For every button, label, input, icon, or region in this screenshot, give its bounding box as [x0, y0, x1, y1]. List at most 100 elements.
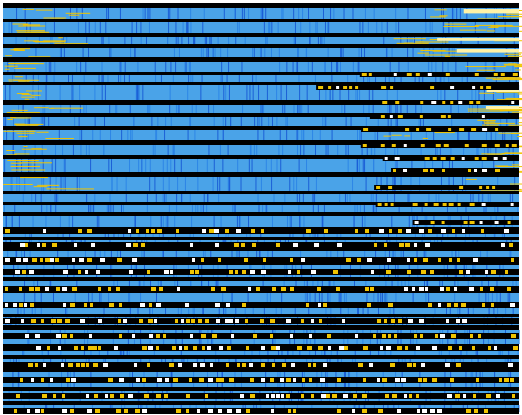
block-square: [244, 258, 248, 262]
blue-hatch: [127, 130, 129, 140]
blue-hatch: [500, 117, 502, 126]
block-square: [281, 394, 284, 398]
blue-hatch: [88, 48, 90, 57]
yellow-streak: [18, 136, 28, 138]
blue-hatch: [227, 177, 229, 191]
blue-hatch: [110, 205, 112, 212]
blue-hatch: [263, 105, 265, 113]
blue-hatch: [34, 307, 36, 314]
blue-hatch: [517, 205, 519, 212]
blue-hatch: [190, 8, 192, 19]
blue-hatch: [104, 85, 106, 100]
blue-hatch: [275, 75, 277, 82]
blue-hatch: [398, 205, 400, 212]
blue-hatch: [242, 105, 244, 113]
blue-hatch: [495, 130, 497, 140]
blue-hatch: [489, 194, 491, 202]
yellow-streak: [417, 52, 429, 54]
blue-hatch: [188, 251, 190, 260]
blue-hatch: [509, 194, 511, 202]
yellow-streak: [504, 64, 522, 66]
blue-hatch: [3, 130, 5, 140]
blue-hatch: [336, 62, 338, 72]
blue-hatch: [133, 117, 135, 126]
yellow-streak: [485, 77, 515, 79]
block-square: [205, 394, 208, 398]
blue-hatch: [67, 251, 69, 260]
blue-hatch: [309, 37, 311, 44]
block-square: [513, 346, 518, 350]
blue-hatch: [361, 145, 363, 155]
blue-hatch: [340, 307, 342, 314]
blue-hatch: [177, 177, 179, 191]
blue-hatch: [217, 37, 219, 44]
blue-hatch: [447, 62, 449, 72]
block-square: [236, 409, 241, 413]
block-square: [119, 378, 124, 382]
block-square: [191, 319, 195, 323]
blue-hatch: [301, 105, 303, 113]
blue-hatch: [191, 205, 193, 212]
block-square: [20, 378, 23, 382]
blue-hatch: [135, 85, 137, 100]
blue-hatch: [37, 281, 39, 289]
block-square: [159, 287, 163, 291]
block-square: [389, 115, 393, 118]
blue-hatch: [321, 281, 323, 289]
blue-hatch: [11, 22, 13, 33]
blue-hatch: [192, 75, 194, 82]
blue-hatch: [315, 177, 317, 191]
block-square: [271, 409, 274, 413]
block-square: [201, 258, 204, 262]
blue-hatch: [406, 105, 408, 113]
blue-hatch: [330, 307, 332, 314]
block-square: [428, 303, 432, 307]
yellow-streak: [14, 153, 30, 155]
blue-hatch: [137, 62, 139, 72]
block-square: [105, 394, 108, 398]
blue-hatch: [309, 293, 311, 303]
block-square: [270, 319, 275, 323]
blue-hatch: [517, 348, 519, 355]
blue-hatch: [475, 348, 477, 355]
yellow-streak: [24, 40, 39, 42]
blue-hatch: [345, 293, 347, 303]
yellow-streak: [37, 184, 59, 186]
blue-hatch: [170, 159, 172, 172]
block-square: [482, 128, 488, 131]
block-square: [156, 303, 161, 307]
blue-hatch: [493, 8, 495, 19]
blue-hatch: [131, 130, 133, 140]
blue-hatch: [492, 85, 494, 100]
blue-hatch: [363, 75, 365, 82]
yellow-streak: [497, 166, 522, 168]
block-square: [61, 363, 64, 367]
blue-hatch: [261, 117, 263, 126]
blue-hatch: [149, 8, 151, 19]
block-square: [74, 346, 78, 350]
blue-hatch: [201, 75, 203, 82]
blue-hatch: [52, 293, 54, 303]
blue-hatch: [208, 281, 210, 289]
blue-hatch: [188, 37, 190, 44]
blue-hatch: [435, 145, 437, 155]
blue-hatch: [29, 22, 31, 33]
block-square: [133, 243, 138, 247]
blue-hatch: [170, 117, 172, 126]
blue-hatch: [197, 205, 199, 212]
block-square: [418, 378, 422, 382]
block-square: [89, 334, 92, 338]
blue-hatch: [58, 130, 60, 140]
black-band: [3, 325, 519, 330]
blue-stripe: [3, 37, 519, 44]
yellow-streak: [14, 123, 26, 125]
blue-hatch: [231, 293, 233, 303]
block-square: [474, 409, 478, 413]
blue-hatch: [321, 216, 323, 227]
blue-hatch: [103, 307, 105, 314]
block-square: [395, 378, 400, 382]
blue-hatch: [68, 216, 70, 227]
blue-hatch: [116, 251, 118, 260]
block-square: [441, 221, 445, 224]
blue-hatch: [343, 251, 345, 260]
